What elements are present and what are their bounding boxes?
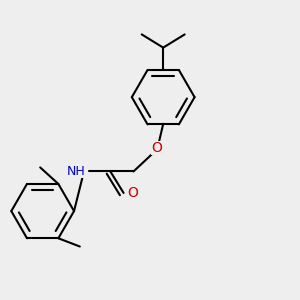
Text: O: O xyxy=(127,186,138,200)
Text: NH: NH xyxy=(67,165,86,178)
Text: O: O xyxy=(151,141,162,155)
